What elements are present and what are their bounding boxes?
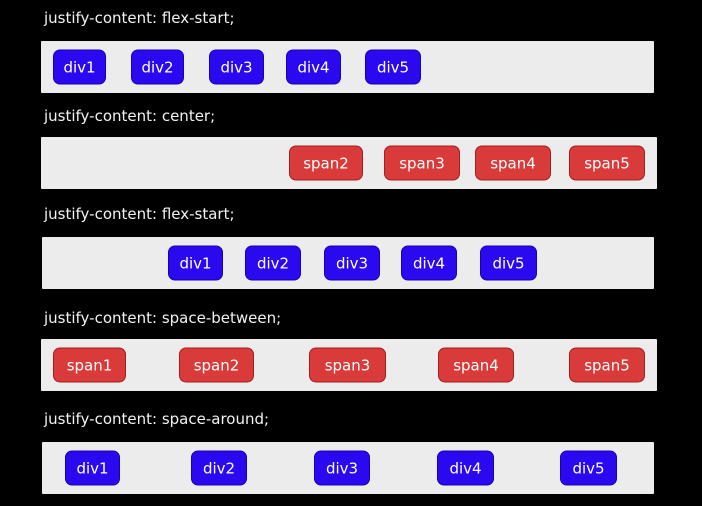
div-box-4: div4 [401, 245, 457, 281]
div-box-5: div5 [560, 450, 617, 486]
flex-row-flex-start-2: div1 div2 div3 div4 div5 [42, 237, 654, 289]
div-box-4: div4 [437, 450, 494, 486]
section-label: justify-content: space-between; [44, 309, 282, 327]
flex-row-flex-start: div1 div2 div3 div4 div5 [41, 41, 654, 93]
div-box-1: div1 [65, 450, 120, 486]
div-box-1: div1 [53, 49, 106, 85]
span-box-5: span5 [569, 145, 645, 181]
div-box-5: div5 [365, 49, 421, 85]
div-box-4: div4 [286, 49, 341, 85]
section-label: justify-content: flex-start; [44, 205, 235, 223]
flex-row-center: span2 span3 span4 span5 [41, 137, 657, 189]
div-box-3: div3 [324, 245, 380, 281]
span-box-2: span2 [179, 347, 254, 383]
span-box-3: span3 [309, 347, 386, 383]
div-box-2: div2 [191, 450, 247, 486]
section-label: justify-content: center; [44, 107, 216, 125]
section-label: justify-content: flex-start; [44, 9, 235, 27]
div-box-2: div2 [245, 245, 301, 281]
span-box-4: span4 [475, 145, 551, 181]
section-label: justify-content: space-around; [44, 410, 270, 428]
div-box-5: div5 [480, 245, 537, 281]
flex-row-space-around: div1 div2 div3 div4 div5 [42, 442, 654, 494]
div-box-1: div1 [168, 245, 223, 281]
span-box-2: span2 [289, 145, 363, 181]
div-box-2: div2 [131, 49, 184, 85]
div-box-3: div3 [209, 49, 264, 85]
span-box-3: span3 [384, 145, 460, 181]
span-box-5: span5 [569, 347, 645, 383]
flex-row-space-between: span1 span2 span3 span4 span5 [41, 339, 657, 391]
span-box-4: span4 [438, 347, 514, 383]
div-box-3: div3 [314, 450, 370, 486]
span-box-1: span1 [53, 347, 126, 383]
